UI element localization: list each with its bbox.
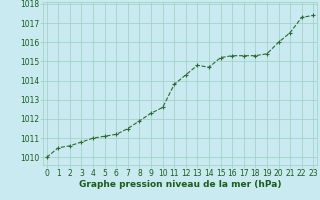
X-axis label: Graphe pression niveau de la mer (hPa): Graphe pression niveau de la mer (hPa)	[79, 180, 281, 189]
